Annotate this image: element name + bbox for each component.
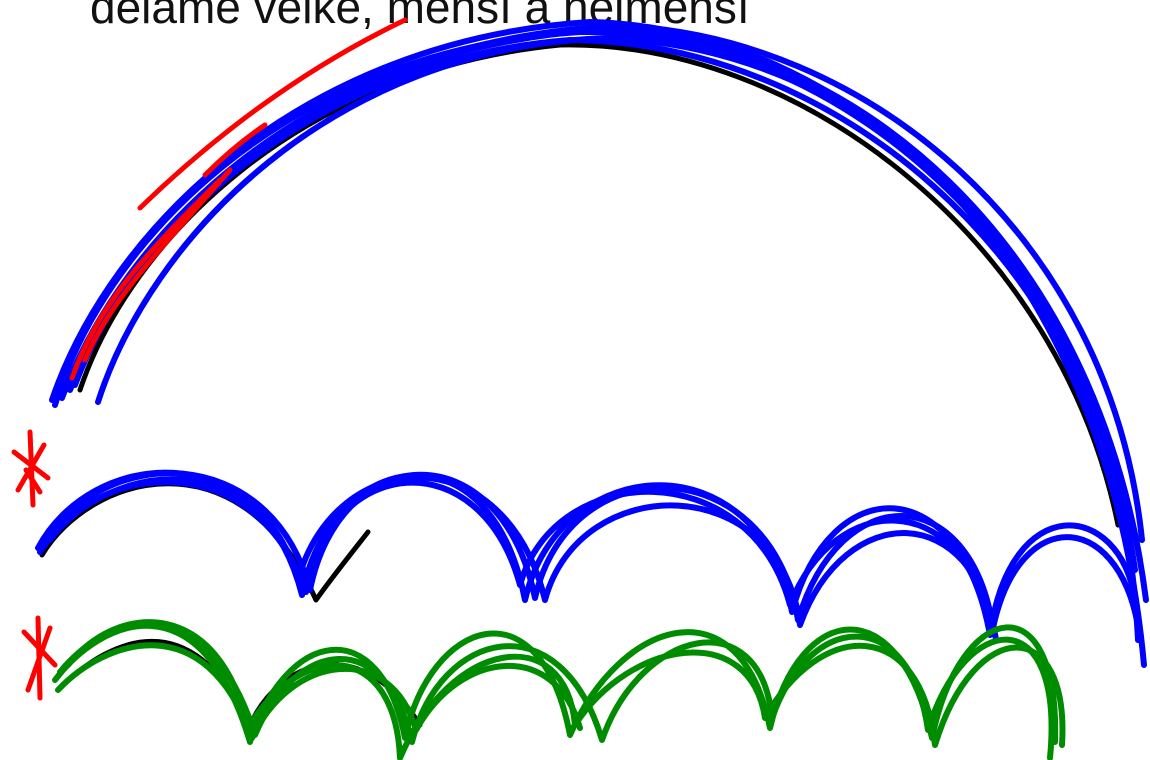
- small-jumps-green: [52, 619, 1066, 760]
- start-marker-lower: [21, 615, 58, 701]
- start-marker-upper: [11, 429, 51, 508]
- big-jump-blue: [49, 19, 1149, 668]
- medium-jumps-blue: [35, 469, 1143, 643]
- big-jump-black: [77, 42, 1121, 528]
- big-jump-red: [69, 17, 408, 381]
